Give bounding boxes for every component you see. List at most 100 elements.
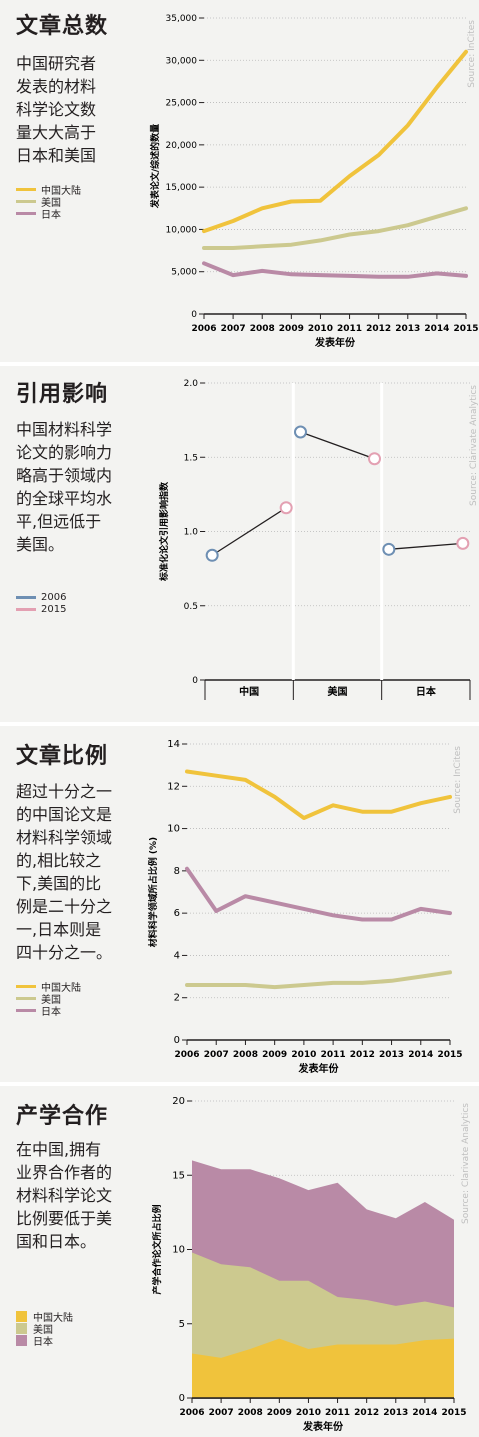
source-note: Source: InCites: [467, 20, 477, 88]
x-tick-label: 2011: [321, 1050, 346, 1060]
legend-item-2006: 2006: [16, 591, 66, 603]
legend-item-2015: 2015: [16, 603, 66, 615]
y-tick-label: 12: [167, 781, 180, 792]
panel-citation: [0, 366, 479, 722]
legend-swatch: [16, 1310, 27, 1322]
y-tick-label: 15: [172, 1170, 185, 1181]
x-tick-label: 2011: [337, 324, 362, 334]
y-tick-label: 4: [174, 950, 180, 961]
legend-item-usa: 美国: [16, 992, 81, 1006]
y-tick-label: 2: [174, 993, 180, 1004]
x-tick-label: 2015: [441, 1408, 466, 1418]
panel-collab-legend: 中国大陆 美国 日本: [16, 1310, 73, 1348]
x-tick-label: 2014: [408, 1050, 433, 1060]
legend-swatch: [16, 199, 36, 203]
x-tick-label: 2009: [262, 1050, 287, 1060]
x-axis-label: 发表年份: [298, 1062, 340, 1075]
panel-total-legend: 中国大陆 美国 日本: [16, 183, 81, 221]
x-tick-label: 2007: [209, 1408, 234, 1418]
y-tick-label: 10: [172, 1245, 185, 1256]
y-tick-label: 35,000: [166, 14, 198, 24]
x-tick-label: 2012: [366, 324, 391, 334]
panel-share-description: 超过十分之一 的中国论文是 材料科学领域 的,相比较之 下,美国的比 例是二十分…: [16, 782, 113, 962]
legend-item-japan: 日本: [16, 1334, 73, 1348]
x-tick-label: 2008: [233, 1050, 258, 1060]
y-tick-label: 0.5: [184, 602, 198, 612]
legend-item-china: 中国大陆: [16, 183, 81, 197]
x-tick-label: 2011: [325, 1408, 350, 1418]
y-tick-label: 30,000: [166, 56, 198, 66]
panel-total-description: 中国研究者 发表的材料 科学论文数 量大大高于 日本和美国: [16, 54, 97, 165]
connector-line: [211, 507, 287, 556]
y-axis-label: 材料科学领域所占比例 (%): [147, 837, 159, 948]
x-tick-label: 2013: [383, 1408, 408, 1418]
y-tick-label: 1.5: [184, 453, 198, 463]
source-note: Source: InCites: [453, 746, 463, 814]
x-tick-label: 2014: [412, 1408, 437, 1418]
x-tick-label: 2007: [221, 324, 246, 334]
x-tick-label: 2008: [238, 1408, 263, 1418]
legend-swatch: [16, 984, 36, 988]
legend-swatch: [16, 1334, 27, 1346]
series-line: [185, 866, 452, 922]
y-tick-label: 0: [192, 676, 198, 686]
legend-label: 中国大陆: [33, 1312, 73, 1324]
point-2015: [368, 452, 381, 466]
series-line: [185, 970, 452, 990]
y-tick-label: 15,000: [166, 183, 198, 193]
series-line: [202, 206, 468, 250]
source-note: Source: Clarivate Analytics: [461, 1103, 471, 1224]
y-tick-label: 0: [174, 1035, 180, 1046]
y-tick-label: 10,000: [166, 225, 198, 235]
legend-item-china: 中国大陆: [16, 980, 81, 994]
legend-item-japan: 日本: [16, 207, 81, 221]
panel-share-title: 文章比例: [16, 744, 109, 769]
point-2015: [456, 536, 470, 550]
y-tick-label: 20,000: [166, 141, 198, 151]
category-label: 美国: [328, 685, 348, 698]
x-tick-label: 2008: [250, 324, 275, 334]
panel-share: [0, 726, 479, 1082]
panel-citation-title: 引用影响: [16, 382, 109, 407]
legend-swatch: [16, 1008, 36, 1012]
series-line: [185, 769, 452, 820]
panel-citation-description: 中国材料科学 论文的影响力 略高于领域内 的全球平均水 平,但远低于 美国。: [16, 420, 113, 554]
legend-label: 中国大陆: [41, 982, 81, 994]
legend-label: 2015: [41, 603, 67, 615]
legend-label: 美国: [41, 197, 61, 209]
category-label: 中国: [239, 685, 259, 698]
x-tick-label: 2012: [350, 1050, 375, 1060]
x-tick-label: 2009: [267, 1408, 292, 1418]
y-axis-label: 产学合作论文所占比例: [151, 1204, 163, 1294]
y-tick-label: 5: [179, 1319, 185, 1330]
legend-label: 中国大陆: [41, 185, 81, 197]
x-tick-label: 2009: [279, 324, 304, 334]
x-tick-label: 2006: [174, 1050, 199, 1060]
y-tick-label: 25,000: [166, 99, 198, 109]
legend-item-usa: 美国: [16, 195, 81, 209]
series-line: [202, 261, 468, 279]
y-tick-label: 0: [179, 1393, 185, 1404]
panel-citation-legend: 2006 2015: [16, 591, 66, 615]
y-tick-label: 1.0: [184, 528, 199, 538]
x-tick-label: 2015: [437, 1050, 462, 1060]
chart-share: 0 2 4 6 8 10 12 14 材料科学领域所占比例 (%) Source: InCites…: [147, 739, 463, 1075]
y-tick-label: 0: [191, 310, 197, 320]
legend-label: 美国: [33, 1324, 53, 1336]
y-tick-label: 6: [174, 908, 180, 919]
connector-line: [388, 542, 463, 550]
panel-collab-title: 产学合作: [16, 1104, 109, 1129]
point-2006: [294, 425, 307, 439]
point-2015: [279, 501, 293, 515]
point-2006: [382, 542, 396, 556]
legend-swatch: [16, 211, 36, 215]
panel-collab-description: 在中国,拥有 业界合作者的 材料科学论文 比例要低于美 国和日本。: [16, 1140, 113, 1251]
x-tick-label: 2012: [354, 1408, 379, 1418]
y-axis-label: 标准化论文引用影响指数: [158, 481, 170, 582]
y-tick-label: 5,000: [171, 268, 197, 278]
panel-total-title: 文章总数: [16, 14, 109, 39]
source-note: Source: Clarivate Analytics: [469, 385, 479, 506]
series-area: [192, 1338, 454, 1398]
x-tick-label: 2010: [291, 1050, 316, 1060]
